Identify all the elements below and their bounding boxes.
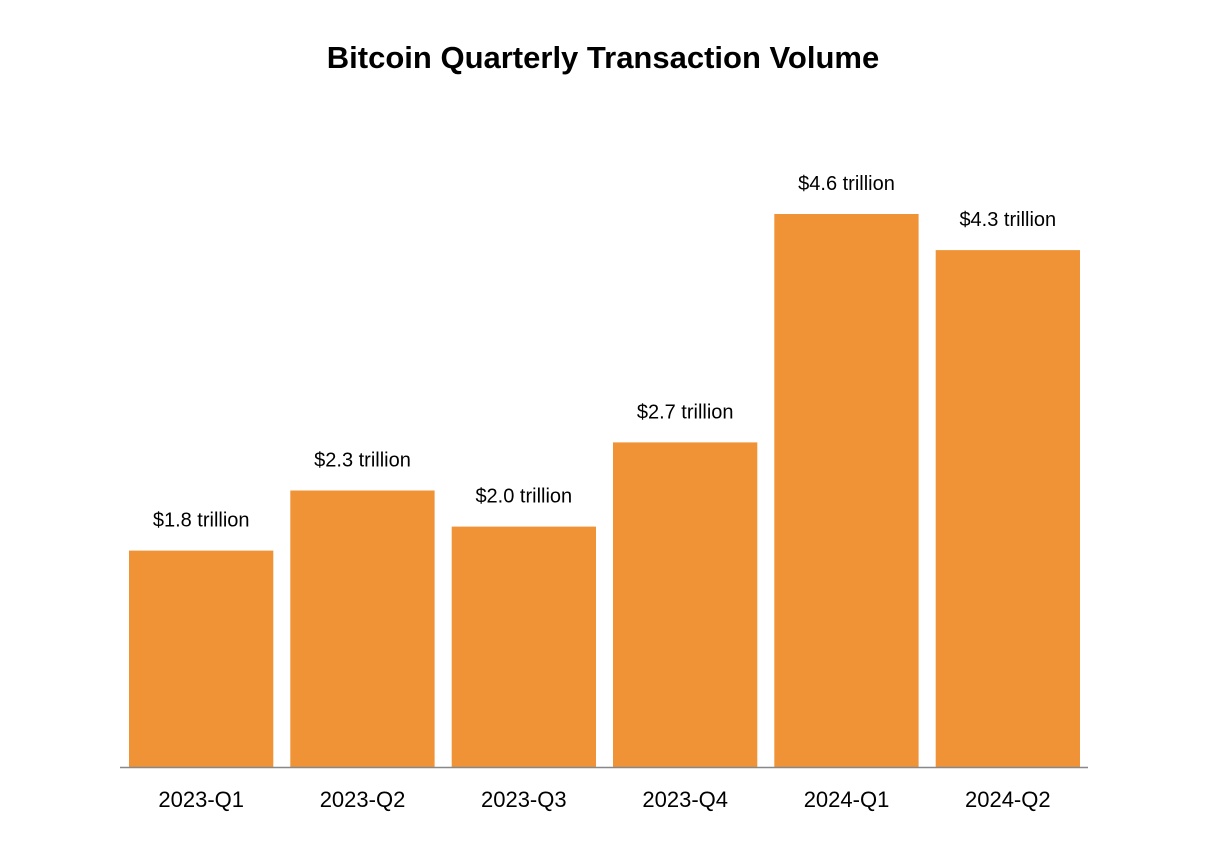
value-label-2023-q2: $2.3 trillion <box>314 450 411 472</box>
bars-group <box>129 214 1080 768</box>
x-tick-label-2023-q3: 2023-Q3 <box>481 787 567 812</box>
chart-title: Bitcoin Quarterly Transaction Volume <box>326 40 880 75</box>
bar-2023-q4 <box>613 442 758 767</box>
bar-2024-q2 <box>935 250 1080 768</box>
value-label-2023-q4: $2.7 trillion <box>637 401 734 423</box>
value-label-2024-q1: $4.6 trillion <box>798 173 895 195</box>
bar-2023-q2 <box>290 490 435 767</box>
x-tick-label-2023-q1: 2023-Q1 <box>158 787 244 812</box>
x-tick-label-2024-q2: 2024-Q2 <box>965 787 1051 812</box>
value-label-2023-q3: $2.0 trillion <box>475 486 572 508</box>
value-label-2023-q1: $1.8 trillion <box>153 510 250 532</box>
value-labels-group: $1.8 trillion $2.3 trillion $2.0 trillion $… <box>153 173 1056 532</box>
bar-2023-q1 <box>129 550 274 767</box>
x-tick-label-2023-q4: 2023-Q4 <box>642 787 728 812</box>
x-tick-labels-group: 2023-Q1 2023-Q2 2023-Q3 2023-Q4 2024-Q1 2024-… <box>158 787 1050 812</box>
bar-2024-q1 <box>774 214 919 767</box>
value-label-2024-q2: $4.3 trillion <box>959 209 1056 231</box>
bar-2023-q3 <box>451 526 596 767</box>
x-tick-label-2024-q1: 2024-Q1 <box>804 787 890 812</box>
x-tick-label-2023-q2: 2023-Q2 <box>320 787 406 812</box>
